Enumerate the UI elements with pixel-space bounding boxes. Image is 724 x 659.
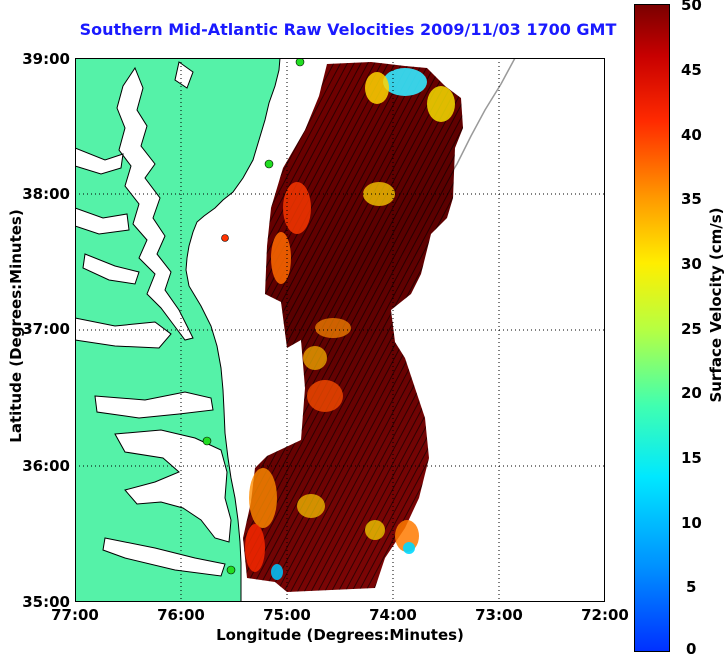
colorbar (634, 4, 670, 652)
y-axis-label: Latitude (Degrees:Minutes) (7, 209, 25, 443)
colorbar-gradient (634, 4, 670, 652)
colorbar-label: Surface Velocity (cm/s) (707, 207, 724, 403)
grid-lines (75, 58, 605, 602)
speed-patch (283, 182, 311, 234)
lon-tick-77: 77:00 (51, 606, 99, 624)
chesapeake-bay (116, 66, 194, 341)
colorbar-tick-25: 25 (681, 320, 702, 338)
radar-station[interactable] (202, 436, 212, 446)
speed-patch (315, 318, 351, 338)
lon-tick-74: 74:00 (369, 606, 417, 624)
speed-patch (365, 520, 385, 540)
speed-patch (271, 564, 283, 580)
river-inlet (75, 207, 130, 235)
colorbar-tick-30: 30 (681, 255, 702, 273)
albemarle-sound (94, 391, 214, 419)
river-inlet (75, 317, 172, 349)
colorbar-tick-10: 10 (681, 514, 702, 532)
colorbar-tick-0: 0 (686, 640, 697, 658)
lat-tick-39: 39:00 (22, 50, 70, 68)
lon-tick-76: 76:00 (157, 606, 205, 624)
speed-patch (403, 542, 415, 554)
speed-patch (249, 468, 277, 528)
speed-patch (427, 86, 455, 122)
colorbar-tick-45: 45 (681, 61, 702, 79)
lat-tick-37: 37:00 (22, 320, 70, 338)
speed-patch (383, 68, 427, 96)
speed-patch (307, 380, 343, 412)
river-inlet (102, 537, 226, 577)
colorbar-tick-35: 35 (681, 190, 702, 208)
velocity-map[interactable] (75, 58, 605, 602)
colorbar-tick-5: 5 (686, 578, 697, 596)
lat-tick-38: 38:00 (22, 185, 70, 203)
lat-tick-35: 35:00 (22, 593, 70, 611)
colorbar-tick-40: 40 (681, 126, 702, 144)
river-inlet (75, 147, 124, 175)
river-inlet (82, 253, 140, 285)
speed-patch (245, 524, 265, 572)
x-axis-label: Longitude (Degrees:Minutes) (216, 626, 464, 644)
radar-station[interactable] (226, 565, 236, 575)
plot-frame (75, 58, 605, 602)
pamlico-sound (114, 429, 232, 543)
colorbar-tick-15: 15 (681, 449, 702, 467)
lat-tick-36: 36:00 (22, 457, 70, 475)
colorbar-tick-20: 20 (681, 384, 702, 402)
speed-patch (271, 232, 291, 284)
radar-station[interactable] (221, 234, 229, 242)
lon-tick-73: 73:00 (475, 606, 523, 624)
lon-tick-72: 72:00 (581, 606, 629, 624)
speed-patch (297, 494, 325, 518)
colorbar-tick-50: 50 (681, 0, 702, 14)
speed-patch (365, 72, 389, 104)
lon-tick-75: 75:00 (263, 606, 311, 624)
radar-station[interactable] (264, 159, 274, 169)
river-inlet (174, 61, 194, 89)
radar-station[interactable] (295, 58, 305, 67)
speed-patch (303, 346, 327, 370)
map-title: Southern Mid-Atlantic Raw Velocities 200… (79, 20, 617, 39)
